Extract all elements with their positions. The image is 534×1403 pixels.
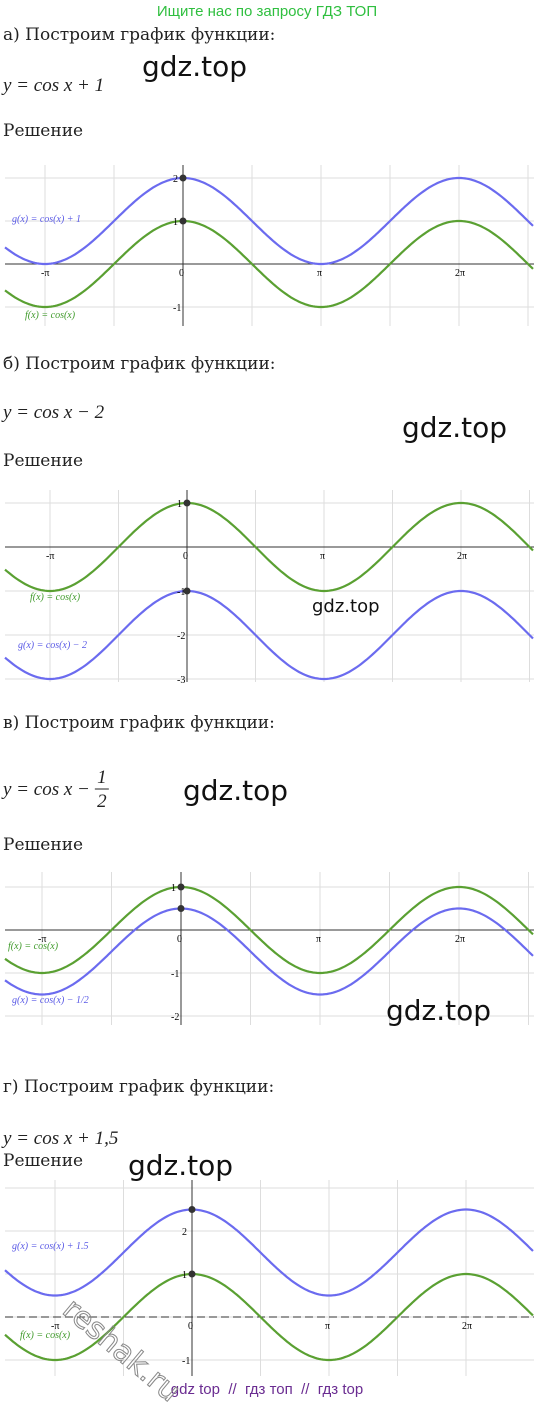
- curve-label: f(x) = cos(x): [20, 1330, 71, 1341]
- point: [188, 1270, 196, 1278]
- curve-label: f(x) = cos(x): [30, 592, 81, 603]
- x-tick-label: 2π: [455, 268, 465, 279]
- equation: y = cos x − 2: [1, 402, 105, 423]
- y-tick-label: 1: [177, 499, 182, 510]
- curve-label: g(x) = cos(x) + 1.5: [12, 1241, 89, 1252]
- point: [179, 174, 187, 182]
- heading: г) Построим график функции:: [3, 1077, 274, 1097]
- curve-label: g(x) = cos(x) + 1: [12, 214, 81, 225]
- x-tick-label: -π: [38, 934, 46, 945]
- x-tick-label: 2π: [455, 934, 465, 945]
- curve: [4, 501, 534, 593]
- footer: gdz top // гдз топ // гдз top: [171, 1381, 363, 1398]
- point: [188, 1206, 196, 1213]
- point: [177, 883, 185, 891]
- curve-label: f(x) = cos(x): [25, 310, 76, 321]
- solution-label: Решение: [3, 1151, 83, 1171]
- watermark: gdz.top: [142, 50, 247, 83]
- watermark: gdz.top: [402, 411, 507, 444]
- x-tick-label: -π: [51, 1321, 59, 1332]
- curve: [4, 589, 534, 681]
- curve: [4, 219, 534, 309]
- solution-label: Решение: [3, 121, 83, 141]
- heading: в) Построим график функции:: [3, 713, 275, 733]
- y-tick-label: -1: [182, 1356, 190, 1367]
- y-tick-label: -1: [177, 587, 185, 598]
- point: [179, 217, 187, 225]
- y-tick-label: 2: [182, 1227, 187, 1238]
- watermark: gdz.top: [183, 774, 288, 807]
- y-tick-label: 1: [173, 217, 178, 228]
- watermark: gdz.top: [312, 596, 380, 617]
- y-tick-label: -2: [171, 1012, 179, 1023]
- banner: Ищите нас по запросу ГДЗ ТОП: [157, 3, 377, 20]
- curve: [4, 1208, 534, 1297]
- heading: а) Построим график функции:: [3, 25, 275, 45]
- watermark: gdz.top: [128, 1149, 233, 1182]
- solution-label: Решение: [3, 451, 83, 471]
- y-tick-label: -1: [171, 969, 179, 980]
- point: [183, 587, 191, 595]
- x-tick-label: 0: [188, 1321, 193, 1332]
- y-tick-label: -3: [177, 675, 185, 686]
- equation: y = cos x + 1: [1, 75, 104, 96]
- x-tick-label: -π: [41, 268, 49, 279]
- equation: y = cos x + 1,5: [1, 1128, 118, 1149]
- fraction-denominator: 2: [97, 791, 107, 812]
- curve-label: f(x) = cos(x): [8, 941, 59, 952]
- curve: [4, 176, 534, 266]
- fraction-numerator: 1: [97, 767, 107, 788]
- y-tick-label: 1: [182, 1270, 187, 1281]
- x-tick-label: π: [317, 268, 322, 279]
- curve-label: g(x) = cos(x) − 1/2: [12, 995, 89, 1006]
- x-tick-label: 2π: [457, 551, 467, 562]
- y-tick-label: -1: [173, 303, 181, 314]
- x-tick-label: π: [316, 934, 321, 945]
- watermark: gdz.top: [386, 994, 491, 1027]
- x-tick-label: π: [320, 551, 325, 562]
- equation: y = cos x −: [1, 779, 90, 800]
- curve-label: g(x) = cos(x) − 2: [18, 640, 87, 651]
- y-tick-label: 2: [173, 174, 178, 185]
- stamp: reshak.ru: [56, 1292, 187, 1403]
- solution-label: Решение: [3, 835, 83, 855]
- x-tick-label: 0: [183, 551, 188, 562]
- curve: [4, 885, 534, 975]
- x-tick-label: -π: [46, 551, 54, 562]
- x-tick-label: 0: [177, 934, 182, 945]
- curve: [4, 1272, 534, 1362]
- x-tick-label: 2π: [462, 1321, 472, 1332]
- x-tick-label: 0: [179, 268, 184, 279]
- point: [177, 905, 185, 912]
- heading: б) Построим график функции:: [3, 354, 276, 374]
- curve: [4, 907, 534, 996]
- x-tick-label: π: [325, 1321, 330, 1332]
- y-tick-label: -2: [177, 631, 185, 642]
- point: [183, 499, 191, 507]
- y-tick-label: 1: [171, 883, 176, 894]
